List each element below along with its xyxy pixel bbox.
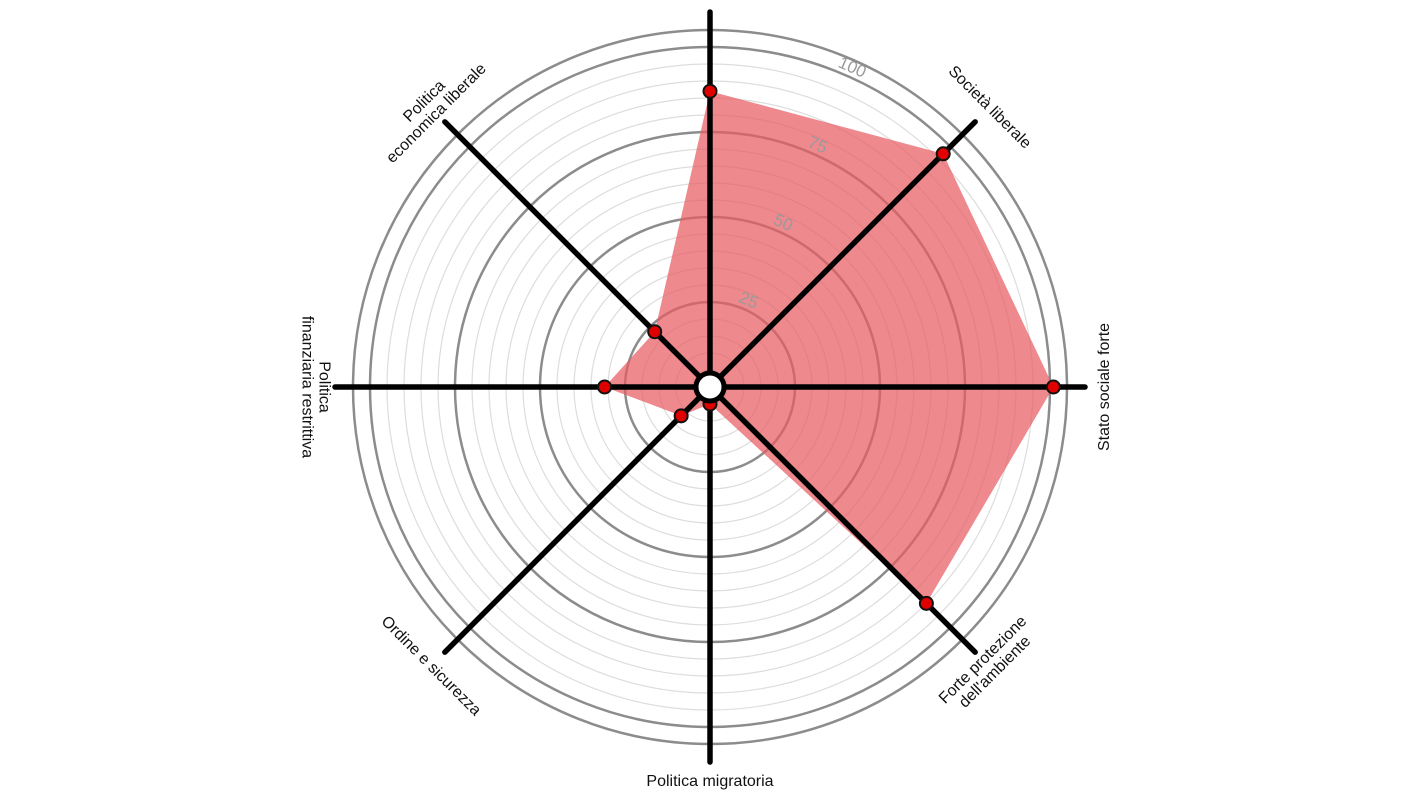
data-point xyxy=(935,146,951,162)
center-hub xyxy=(693,370,727,404)
data-point xyxy=(673,408,689,424)
axis-spoke xyxy=(718,119,978,379)
data-points xyxy=(597,83,1061,611)
data-point xyxy=(647,324,663,340)
axis-spoke xyxy=(442,119,702,379)
data-point xyxy=(1045,379,1061,395)
tick-label: 100 xyxy=(836,53,870,82)
data-area xyxy=(604,91,1054,604)
axis-label-line: Stato sociale forte xyxy=(1096,323,1113,451)
axis-spoke xyxy=(442,395,702,655)
data-point xyxy=(702,83,718,99)
data-point xyxy=(918,595,934,611)
axis-label-line: Politica migratoria xyxy=(646,773,773,790)
data-polygon xyxy=(604,91,1054,604)
axis-label: Stato sociale forte xyxy=(1096,323,1113,451)
axis-spoke xyxy=(718,395,978,655)
data-point xyxy=(597,379,613,395)
axis-label-line: Politica xyxy=(315,361,332,413)
axis-label-line: finanziaria restrittiva xyxy=(298,316,315,458)
axis-label: Politica migratoria xyxy=(646,773,773,790)
